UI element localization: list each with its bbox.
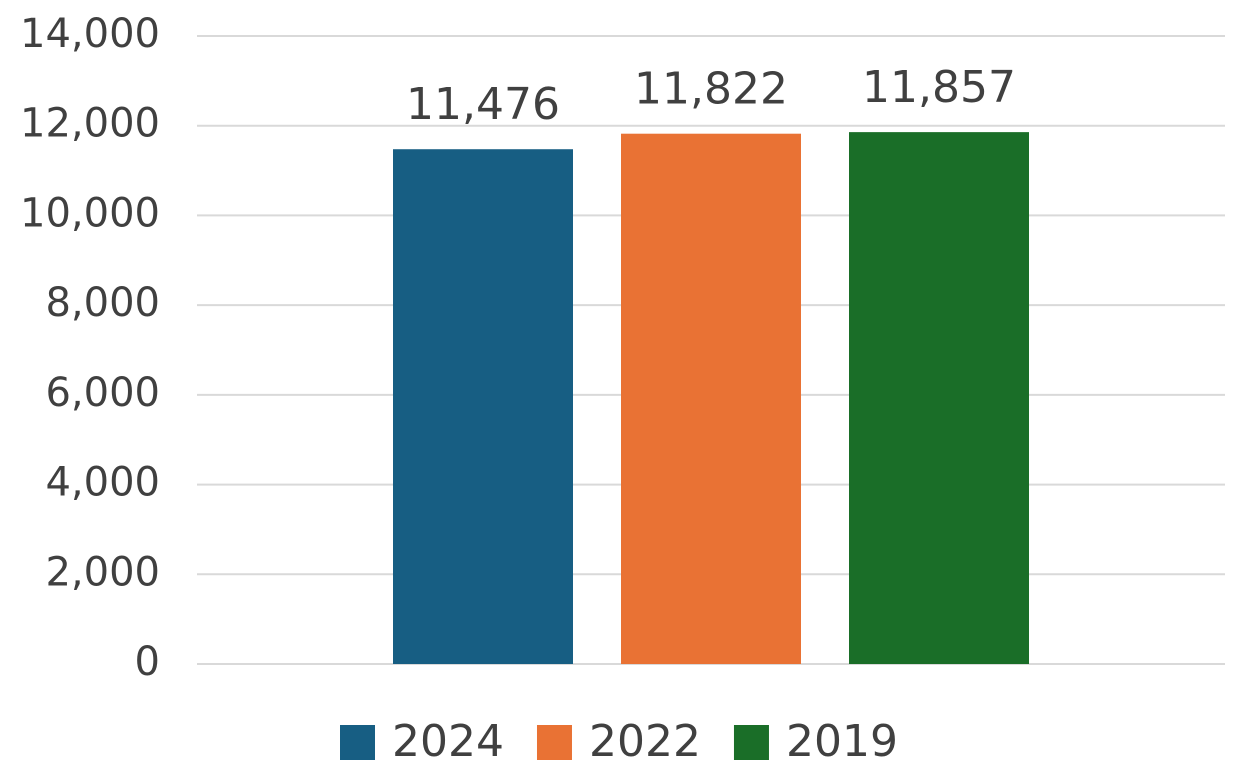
bar [621, 133, 801, 664]
y-tick-label: 12,000 [20, 101, 160, 147]
y-tick-label: 6,000 [45, 370, 160, 416]
legend-swatch [340, 725, 375, 760]
y-tick-label: 4,000 [45, 460, 160, 506]
bar [849, 132, 1029, 665]
y-tick-label: 8,000 [45, 280, 160, 326]
y-tick-label: 0 [135, 639, 160, 685]
data-label: 11,476 [406, 79, 560, 130]
legend-label: 2024 [392, 716, 504, 767]
y-tick-label: 2,000 [45, 549, 160, 595]
y-tick-label: 14,000 [20, 11, 160, 57]
bar [393, 149, 573, 664]
data-label: 11,822 [634, 64, 788, 115]
legend-label: 2019 [786, 716, 898, 767]
legend-swatch [536, 725, 572, 760]
legend-label: 2022 [589, 716, 701, 767]
y-tick-label: 10,000 [20, 190, 160, 236]
legend-swatch [733, 725, 769, 760]
data-label: 11,857 [862, 62, 1016, 113]
